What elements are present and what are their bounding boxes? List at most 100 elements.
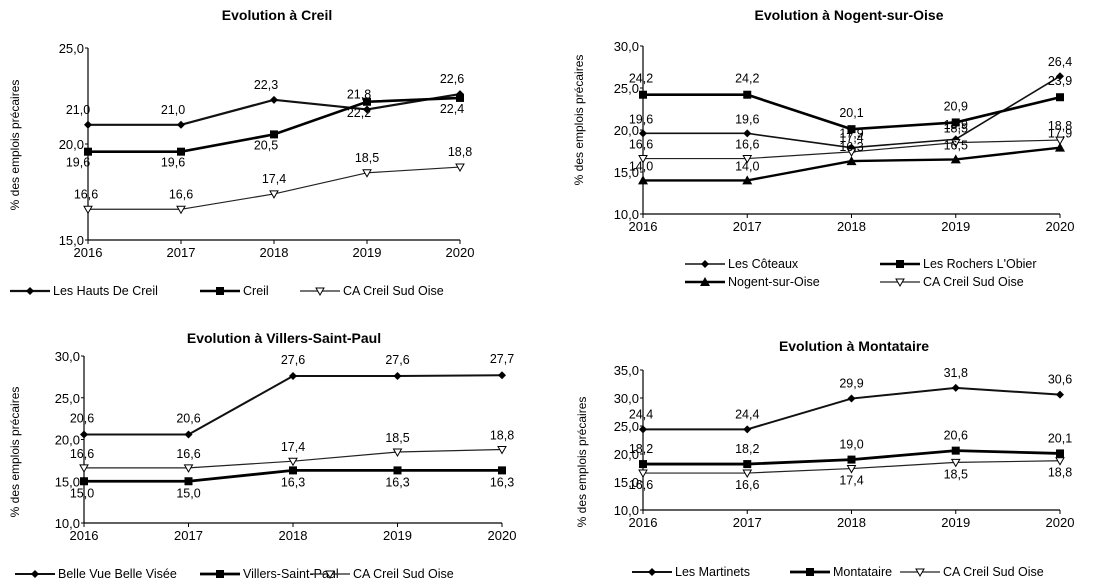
data-label: 16,6 xyxy=(74,187,98,201)
data-point xyxy=(847,455,856,464)
data-point xyxy=(455,163,465,173)
legend-marker xyxy=(216,287,224,295)
data-label: 20,1 xyxy=(839,106,863,120)
legend-marker xyxy=(806,568,814,576)
chart-villers: Evolution à Villers-Saint-Paul % des emp… xyxy=(8,330,517,581)
data-label: 18,5 xyxy=(944,467,968,481)
data-point xyxy=(639,129,647,138)
y-tick-label: 15,0 xyxy=(55,474,80,489)
y-axis-label: % des emplois précaires xyxy=(575,397,589,528)
legend-marker xyxy=(896,260,904,268)
data-label: 31,8 xyxy=(944,366,968,380)
legend-label: Montataire xyxy=(833,565,892,579)
legend-label: Belle Vue Belle Visée xyxy=(58,567,177,581)
data-point xyxy=(1055,457,1065,466)
data-point xyxy=(456,93,464,102)
y-tick-label: 30,0 xyxy=(614,391,639,406)
data-point xyxy=(847,394,856,403)
data-label: 18,8 xyxy=(1048,119,1072,133)
data-label: 18,8 xyxy=(490,429,514,443)
data-label: 16,6 xyxy=(169,187,193,201)
data-point xyxy=(951,383,960,392)
data-point xyxy=(184,430,193,439)
legend-label: CA Creil Sud Oise xyxy=(353,567,454,581)
data-point xyxy=(362,169,372,178)
y-tick-label: 20,0 xyxy=(614,123,639,138)
data-label: 16,6 xyxy=(629,138,653,152)
data-label: 21,0 xyxy=(66,103,90,117)
data-point xyxy=(177,147,185,156)
data-point xyxy=(638,175,648,185)
y-tick-label: 10,0 xyxy=(55,516,80,531)
data-point xyxy=(363,97,371,106)
x-tick-label: 2016 xyxy=(74,245,103,260)
data-label: 27,6 xyxy=(281,353,305,367)
data-point xyxy=(846,465,857,474)
x-tick-label: 2020 xyxy=(446,245,475,260)
legend-label: Les Rochers L'Obier xyxy=(923,257,1037,271)
data-point xyxy=(639,460,647,469)
data-label: 20,9 xyxy=(944,99,968,113)
data-label: 17,9 xyxy=(839,127,863,141)
data-label: 18,8 xyxy=(1048,466,1072,480)
data-point xyxy=(270,130,278,139)
y-tick-label: 20,0 xyxy=(614,447,639,462)
data-label: 18,5 xyxy=(385,431,409,445)
data-label: 23,9 xyxy=(1048,74,1072,88)
data-label: 17,4 xyxy=(262,172,286,186)
data-point xyxy=(846,156,857,166)
data-point xyxy=(951,446,960,455)
data-label: 18,2 xyxy=(735,442,759,456)
series-line xyxy=(643,386,1061,431)
x-tick-label: 2019 xyxy=(941,219,970,234)
data-label: 19,6 xyxy=(735,112,759,126)
y-tick-label: 10,0 xyxy=(614,503,639,518)
y-tick-label: 30,0 xyxy=(614,39,639,54)
data-label: 18,9 xyxy=(944,118,968,132)
data-label: 19,6 xyxy=(161,156,185,170)
data-point xyxy=(743,425,752,434)
legend-marker xyxy=(648,568,656,576)
data-point xyxy=(393,466,402,475)
y-tick-label: 25,0 xyxy=(614,81,639,96)
data-point xyxy=(288,457,298,467)
data-point xyxy=(743,90,752,99)
data-label: 17,4 xyxy=(839,474,863,488)
y-tick-label: 15,0 xyxy=(614,165,639,180)
legend-marker xyxy=(216,570,224,578)
legend-label: Les Hauts De Creil xyxy=(53,284,158,298)
legend-marker xyxy=(700,277,710,286)
data-point xyxy=(289,372,297,381)
data-point xyxy=(393,372,402,381)
y-tick-label: 20,0 xyxy=(59,137,84,152)
data-point xyxy=(497,446,507,455)
data-point xyxy=(289,466,297,475)
data-point xyxy=(183,464,194,473)
legend-label: Les Côteaux xyxy=(728,257,799,271)
data-point xyxy=(743,460,752,469)
data-label: 19,0 xyxy=(839,438,863,452)
x-tick-label: 2019 xyxy=(383,528,412,543)
data-point xyxy=(1055,136,1065,146)
y-tick-label: 15,0 xyxy=(59,233,84,248)
data-point xyxy=(184,477,193,486)
legend-label: CA Creil Sud Oise xyxy=(943,565,1044,579)
data-point xyxy=(950,154,961,164)
data-point xyxy=(1056,390,1064,399)
legend-marker xyxy=(325,570,335,580)
data-label: 18,5 xyxy=(355,151,379,165)
data-label: 16,3 xyxy=(281,475,305,489)
legend-label: CA Creil Sud Oise xyxy=(343,284,444,298)
y-tick-label: 15,0 xyxy=(614,475,639,490)
data-point xyxy=(742,175,753,185)
data-point xyxy=(80,430,88,439)
x-tick-label: 2020 xyxy=(488,528,517,543)
data-point xyxy=(638,155,648,164)
data-label: 22,2 xyxy=(347,106,371,120)
y-tick-label: 35,0 xyxy=(614,363,639,378)
legend-marker xyxy=(31,570,39,578)
data-label: 16,3 xyxy=(385,475,409,489)
data-label: 16,5 xyxy=(944,138,968,152)
data-label: 18,2 xyxy=(629,442,653,456)
data-point xyxy=(846,148,857,157)
